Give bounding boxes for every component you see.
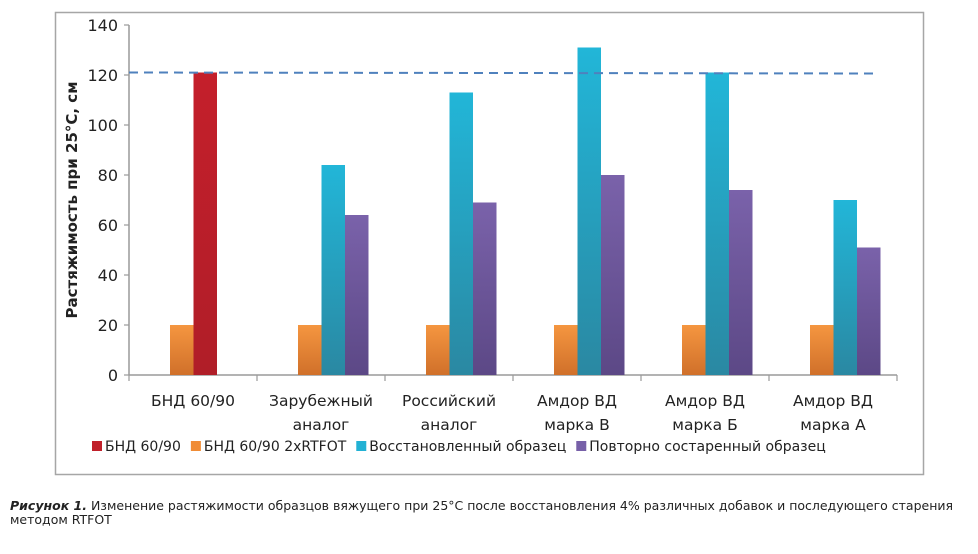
legend-swatch bbox=[92, 441, 102, 451]
caption-label: Рисунок 1. bbox=[10, 498, 87, 513]
x-category-label: марка В bbox=[544, 416, 609, 434]
x-category-label: Амдор ВД bbox=[537, 392, 617, 410]
bar bbox=[857, 247, 881, 375]
x-category-label: Амдор ВД bbox=[793, 392, 873, 410]
legend-label: Повторно состаренный образец bbox=[589, 439, 825, 455]
bar bbox=[833, 200, 857, 375]
bar bbox=[810, 325, 834, 375]
bar bbox=[577, 47, 601, 375]
bar bbox=[298, 325, 322, 375]
x-category-label: БНД 60/90 bbox=[151, 392, 235, 410]
bar bbox=[170, 325, 194, 375]
bar bbox=[554, 325, 578, 375]
bar bbox=[345, 215, 369, 375]
x-category-label: аналог bbox=[421, 416, 478, 434]
x-category-label: Российский bbox=[402, 392, 496, 410]
figure-caption: Рисунок 1. Изменение растяжимости образц… bbox=[10, 499, 970, 527]
bar bbox=[193, 72, 217, 375]
bar bbox=[705, 72, 729, 375]
bar bbox=[473, 202, 497, 375]
x-category-label: Зарубежный bbox=[269, 392, 373, 410]
y-tick-label: 60 bbox=[98, 216, 118, 235]
y-tick-label: 140 bbox=[87, 16, 118, 35]
y-tick-label: 120 bbox=[87, 66, 118, 85]
y-tick-label: 100 bbox=[87, 116, 118, 135]
y-tick-label: 80 bbox=[98, 166, 118, 185]
reference-line bbox=[128, 71, 877, 75]
bar bbox=[426, 325, 450, 375]
caption-text: Изменение растяжимости образцов вяжущего… bbox=[10, 498, 954, 527]
y-tick-label: 20 bbox=[98, 316, 118, 335]
x-category-label: Амдор ВД bbox=[665, 392, 745, 410]
bar bbox=[449, 92, 473, 375]
legend-swatch bbox=[190, 441, 201, 451]
legend-swatch bbox=[576, 441, 587, 451]
bar-chart: 0 20 40 60 80 100 120 140 БНД 60/90 Зарубежный ан… bbox=[54, 11, 925, 476]
legend-swatch bbox=[356, 441, 367, 451]
legend-label: Восстановленный образец bbox=[369, 439, 566, 455]
legend-label: БНД 60/90 2xRTFOT bbox=[204, 439, 347, 455]
x-category-label: аналог bbox=[293, 416, 350, 434]
bar bbox=[321, 165, 345, 375]
legend-label: БНД 60/90 bbox=[105, 439, 181, 455]
y-tick-label: 0 bbox=[108, 366, 118, 385]
y-axis-label: Растяжимость при 25°С, см bbox=[63, 82, 81, 319]
y-tick-label: 40 bbox=[98, 266, 118, 285]
bar bbox=[729, 190, 753, 375]
bar bbox=[682, 325, 706, 375]
x-category-label: марка Б bbox=[672, 416, 737, 434]
bar bbox=[601, 175, 625, 375]
x-category-label: марка А bbox=[800, 416, 866, 434]
